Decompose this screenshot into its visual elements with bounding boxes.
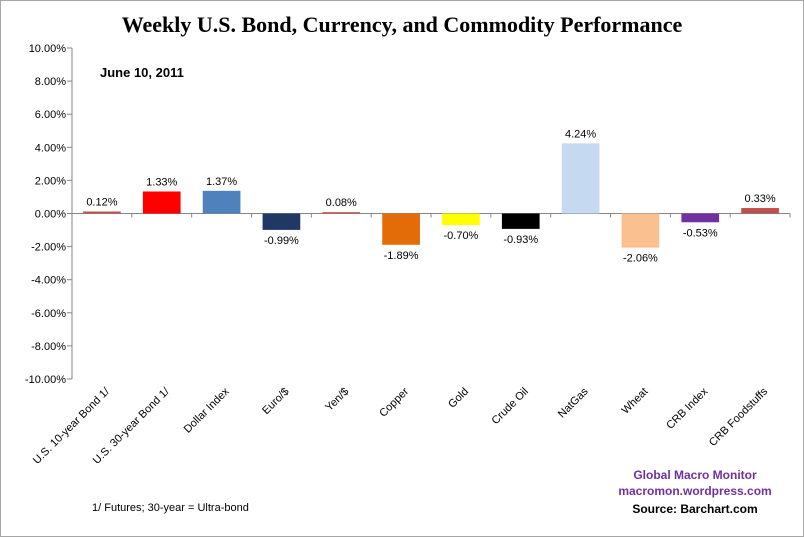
- bar-10: [681, 213, 720, 223]
- category-label: Yen/$: [323, 386, 351, 414]
- data-label: -0.99%: [264, 235, 299, 247]
- category-label: Wheat: [620, 386, 651, 417]
- y-tick-label: -8.00%: [31, 341, 66, 353]
- data-label: -1.89%: [384, 250, 419, 262]
- bar-5: [382, 213, 420, 245]
- bar-11: [741, 208, 779, 214]
- category-label: Gold: [446, 386, 471, 411]
- credit-blog-name: Global Macro Monitor: [633, 468, 757, 482]
- category-label: CRB Index: [664, 385, 710, 431]
- category-label: CRB Foodstuffs: [707, 385, 771, 449]
- y-tick-label: 6.00%: [35, 109, 66, 121]
- data-label: 4.24%: [565, 128, 596, 140]
- chart-date: June 10, 2011: [100, 65, 184, 80]
- bar-1: [142, 191, 181, 214]
- bar-7: [501, 213, 540, 229]
- y-tick-label: 0.00%: [35, 209, 66, 221]
- data-label: 1.33%: [146, 176, 177, 188]
- data-label: -0.53%: [683, 227, 718, 239]
- y-tick-label: -4.00%: [31, 275, 66, 287]
- data-label: -0.70%: [443, 230, 478, 242]
- y-tick-label: -6.00%: [31, 308, 66, 320]
- bar-8: [561, 143, 600, 214]
- chart-title: Weekly U.S. Bond, Currency, and Commodit…: [121, 12, 683, 37]
- data-label: 0.33%: [744, 193, 775, 205]
- bar-0: [83, 211, 121, 214]
- y-tick-label: 8.00%: [35, 76, 66, 88]
- category-label: Euro/$: [260, 386, 291, 417]
- bar-6: [442, 213, 480, 226]
- credit-blog-url: macromon.wordpress.com: [618, 484, 772, 498]
- category-label: Copper: [377, 385, 411, 419]
- y-tick-label: 10.00%: [29, 43, 67, 55]
- category-label: Crude Oil: [490, 386, 531, 427]
- data-label: 1.37%: [206, 176, 237, 188]
- bar-4: [322, 212, 361, 214]
- data-label: -2.06%: [623, 253, 658, 265]
- y-tick-label: -2.00%: [31, 242, 66, 254]
- bar-2: [202, 190, 241, 214]
- y-tick-label: -10.00%: [25, 374, 66, 386]
- y-tick-label: 4.00%: [35, 142, 66, 154]
- category-label: Dollar Index: [182, 385, 232, 435]
- source-credit: Source: Barchart.com: [632, 502, 758, 516]
- bar-9: [621, 213, 660, 248]
- footnote: 1/ Futures; 30-year = Ultra-bond: [92, 502, 249, 514]
- y-tick-label: 2.00%: [35, 175, 66, 187]
- category-label: NatGas: [556, 385, 591, 420]
- data-label: -0.93%: [503, 234, 538, 246]
- data-label: 0.12%: [86, 197, 117, 209]
- data-label: 0.08%: [326, 197, 357, 209]
- bar-3: [262, 213, 301, 230]
